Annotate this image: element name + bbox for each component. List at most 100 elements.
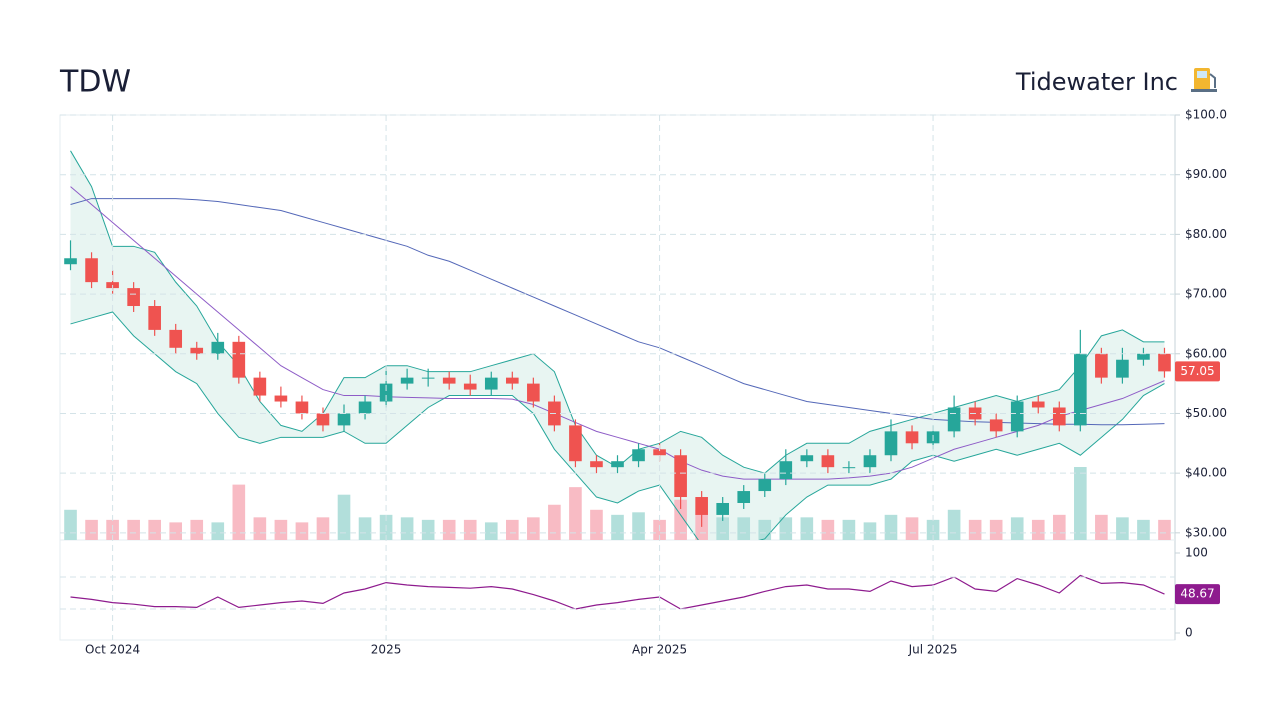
volume-bar xyxy=(442,519,456,540)
candle-body xyxy=(337,413,351,426)
last-price-badge xyxy=(1175,361,1220,382)
y-tick-label: $40.00 xyxy=(1185,466,1227,480)
candle-body xyxy=(1137,353,1150,360)
candle-body xyxy=(379,383,393,402)
volume-bar xyxy=(316,517,330,540)
volume-bar xyxy=(85,519,98,540)
y-tick-label: $30.00 xyxy=(1185,525,1227,539)
sma50-line xyxy=(70,186,1165,480)
volume-bar xyxy=(863,522,877,540)
volume-bar xyxy=(484,522,498,540)
volume-bar xyxy=(274,519,288,540)
volume-bar xyxy=(295,522,309,540)
volume-bar xyxy=(989,519,1003,540)
candle-body xyxy=(484,377,498,390)
y-tick-label: $60.00 xyxy=(1185,346,1227,360)
candle-body xyxy=(989,419,1003,432)
candle-body xyxy=(779,461,793,480)
volume-bar xyxy=(632,512,645,540)
candle-body xyxy=(653,449,666,456)
rsi-line xyxy=(70,574,1165,610)
fuel-icon xyxy=(1191,68,1217,92)
volume-bar xyxy=(800,517,814,540)
volume-bar xyxy=(1010,517,1024,540)
candle-body xyxy=(127,288,140,307)
volume-bar xyxy=(569,487,582,540)
candle-body xyxy=(463,383,477,390)
y-tick-label: $80.00 xyxy=(1185,227,1227,241)
candle-body xyxy=(737,491,751,503)
volume-bar xyxy=(548,504,561,540)
volume-bar xyxy=(64,509,77,540)
candle-body xyxy=(695,497,708,515)
candle-body xyxy=(1158,353,1171,372)
volume-bar xyxy=(527,517,540,540)
volume-bar xyxy=(169,522,183,540)
candle-body xyxy=(800,455,814,462)
volume-bar xyxy=(400,517,414,540)
volume-bar xyxy=(1137,519,1150,540)
bb_lower-line xyxy=(70,311,1165,540)
x-tick-label: Apr 2025 xyxy=(632,643,687,657)
volume-bar xyxy=(232,484,246,540)
candle-body xyxy=(274,395,288,402)
candle-body xyxy=(506,377,519,384)
chart-title: TDW xyxy=(59,65,131,100)
volume-bar xyxy=(779,517,793,540)
candle-body xyxy=(442,377,456,384)
company-name: Tidewater Inc xyxy=(1015,68,1178,96)
volume-bar xyxy=(463,519,477,540)
volume-bar xyxy=(127,519,140,540)
y-tick-label: $50.00 xyxy=(1185,406,1227,420)
candle-body xyxy=(64,258,77,265)
candle-body xyxy=(316,413,330,426)
x-tick-label: Oct 2024 xyxy=(85,643,140,657)
volume-bar xyxy=(758,519,772,540)
volume-bar xyxy=(1031,519,1045,540)
volume-bar xyxy=(211,522,225,540)
candle-body xyxy=(947,407,961,432)
candle-body xyxy=(232,341,246,378)
volume-bar xyxy=(337,494,351,540)
sma200-line xyxy=(70,198,1165,426)
volume-bar xyxy=(1158,519,1171,540)
y-tick-label: $90.00 xyxy=(1185,167,1227,181)
volume-bar xyxy=(1052,514,1066,540)
volume-bar xyxy=(1095,514,1108,540)
volume-bar xyxy=(737,517,751,540)
candle-body xyxy=(1010,401,1024,432)
candle-body xyxy=(884,431,898,456)
candle-body xyxy=(758,479,772,492)
candle-body xyxy=(863,455,877,468)
rsi-tick-label: 0 xyxy=(1185,626,1193,640)
last-price-label: 57.05 xyxy=(1180,364,1214,378)
last-rsi-label: 48.67 xyxy=(1180,587,1214,601)
volume-bar xyxy=(421,519,435,540)
candle-body xyxy=(253,377,267,396)
volume-bar xyxy=(358,517,372,540)
volume-bar xyxy=(1116,517,1129,540)
volume-bar xyxy=(1074,467,1087,540)
candle-body xyxy=(527,383,540,402)
y-tick-label: $70.00 xyxy=(1185,287,1227,301)
candle-body xyxy=(421,377,435,379)
x-tick-label: 2025 xyxy=(371,643,402,657)
candle-body xyxy=(211,341,225,354)
volume-bar xyxy=(884,514,898,540)
candle-body xyxy=(674,455,687,498)
volume-bar xyxy=(947,509,961,540)
volume-bar xyxy=(905,517,919,540)
candle-body xyxy=(400,377,414,384)
volume-bar xyxy=(968,519,982,540)
candle-body xyxy=(611,461,624,468)
candle-body xyxy=(1074,353,1087,426)
volume-bar xyxy=(842,519,856,540)
candle-body xyxy=(169,329,183,348)
last-rsi-badge xyxy=(1175,584,1220,605)
candle-body xyxy=(1031,401,1045,408)
candle-body xyxy=(148,306,161,330)
price-panel xyxy=(64,150,1171,540)
candle-body xyxy=(905,431,919,444)
